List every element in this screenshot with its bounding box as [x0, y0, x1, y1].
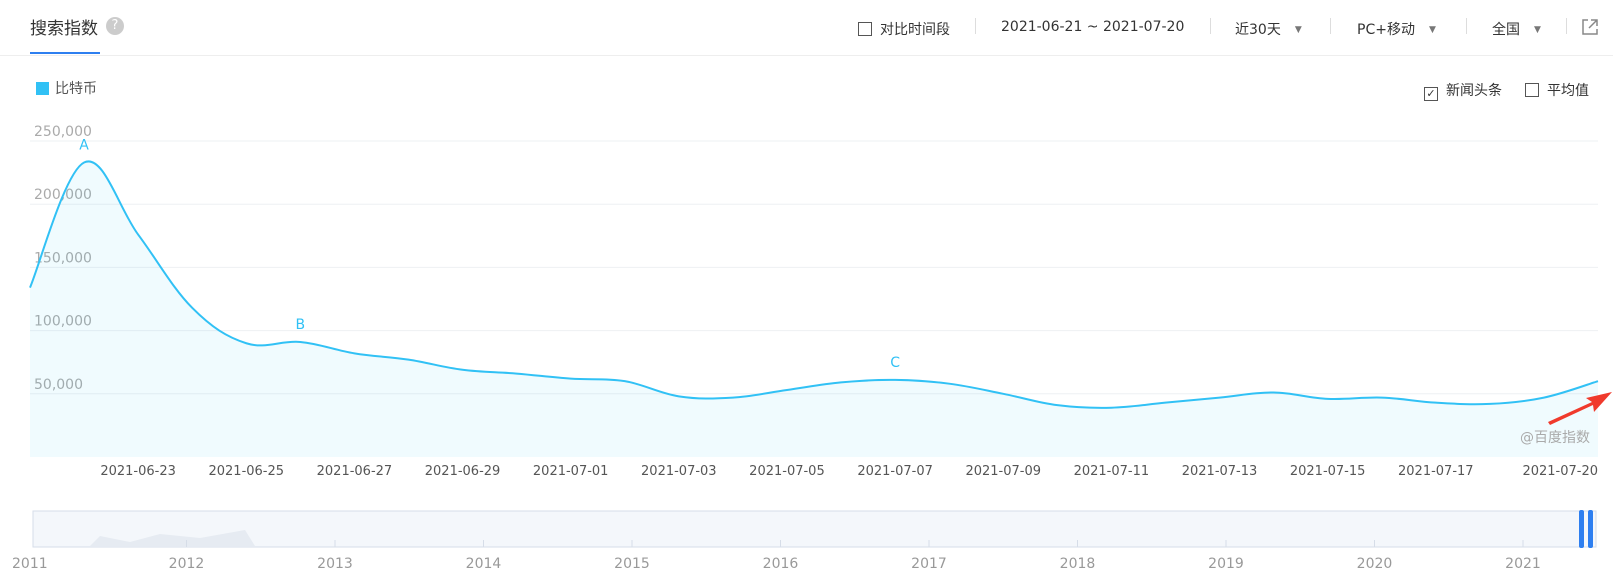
separator — [1210, 18, 1211, 34]
legend: 比特币 — [36, 78, 97, 98]
y-tick-label: 50,000 — [34, 377, 83, 393]
slider-year: 2020 — [1357, 556, 1393, 572]
y-tick-label: 150,000 — [34, 250, 92, 266]
region-select[interactable]: 全国 ▼ — [1492, 22, 1541, 38]
header: 搜索指数 ? 对比时间段 2021-06-21 ~ 2021-07-20 近30… — [0, 0, 1613, 56]
y-tick-label: 100,000 — [34, 314, 92, 330]
device-select[interactable]: PC+移动 ▼ — [1357, 22, 1436, 38]
arrow — [1548, 392, 1612, 425]
slider-year: 2021 — [1505, 556, 1541, 572]
label: 平均值 — [1547, 83, 1589, 99]
x-tick-label: 2021-07-07 — [857, 464, 933, 479]
watermark: @百度指数 — [1520, 430, 1590, 446]
x-tick-label: 2021-07-20 — [1522, 464, 1598, 479]
y-tick-label: 250,000 — [34, 124, 92, 140]
title: 搜索指数 — [30, 19, 98, 39]
export-icon[interactable] — [1580, 17, 1600, 37]
x-tick-label: 2021-07-15 — [1290, 464, 1366, 479]
legend-label: 比特币 — [55, 81, 97, 97]
y-tick-label: 200,000 — [34, 187, 92, 203]
label: 新闻头条 — [1446, 83, 1502, 99]
checkbox[interactable]: ✓ — [1424, 87, 1438, 101]
x-tick-label: 2021-06-23 — [100, 464, 176, 479]
label: 全国 — [1492, 22, 1520, 38]
period-select[interactable]: 近30天 ▼ — [1235, 22, 1302, 38]
line — [29, 160, 1599, 409]
slider-handle — [1588, 510, 1593, 548]
x-tick-label: 2021-06-29 — [425, 464, 501, 479]
slider-year: 2019 — [1208, 556, 1244, 572]
label: PC+移动 — [1357, 22, 1415, 38]
news-toggle[interactable]: ✓ 新闻头条 — [1424, 80, 1502, 101]
x-tick-label: 2021-06-25 — [208, 464, 284, 479]
slider-handle — [1579, 510, 1584, 548]
checkbox[interactable] — [1525, 83, 1539, 97]
average-toggle[interactable]: 平均值 — [1525, 80, 1589, 100]
tab-underline — [30, 52, 100, 54]
slider-track — [32, 510, 1597, 548]
x-tick-label: 2021-07-09 — [965, 464, 1041, 479]
compare-toggle[interactable]: 对比时间段 — [858, 19, 950, 39]
slider-year: 2014 — [466, 556, 502, 572]
label: 近30天 — [1235, 22, 1281, 38]
annotation: A — [79, 137, 89, 153]
annotation: C — [890, 355, 900, 371]
help-icon[interactable]: ? — [106, 17, 124, 35]
separator — [1330, 18, 1331, 34]
slider-year: 2015 — [614, 556, 650, 572]
separator — [975, 18, 976, 34]
slider-year: 2017 — [911, 556, 947, 572]
slider-mini — [90, 530, 255, 546]
slider-year: 2011 — [12, 556, 48, 572]
x-tick-label: 2021-06-27 — [317, 464, 393, 479]
area — [30, 161, 1598, 457]
x-tick-label: 2021-07-17 — [1398, 464, 1474, 479]
label: 对比时间段 — [880, 22, 950, 38]
annotation: B — [296, 317, 306, 333]
checkbox[interactable] — [858, 22, 872, 36]
legend-swatch — [36, 82, 49, 95]
slider-year: 2013 — [317, 556, 353, 572]
slider-year: 2018 — [1060, 556, 1096, 572]
x-tick-label: 2021-07-01 — [533, 464, 609, 479]
x-tick-label: 2021-07-11 — [1074, 464, 1150, 479]
plot-area — [30, 121, 1598, 457]
separator — [1566, 18, 1567, 34]
slider-year: 2012 — [169, 556, 205, 572]
separator — [1466, 18, 1467, 34]
x-tick-label: 2021-07-05 — [749, 464, 825, 479]
x-tick-label: 2021-07-03 — [641, 464, 717, 479]
x-tick-label: 2021-07-13 — [1182, 464, 1258, 479]
slider-year: 2016 — [763, 556, 799, 572]
date-range[interactable]: 2021-06-21 ~ 2021-07-20 — [1001, 19, 1185, 35]
